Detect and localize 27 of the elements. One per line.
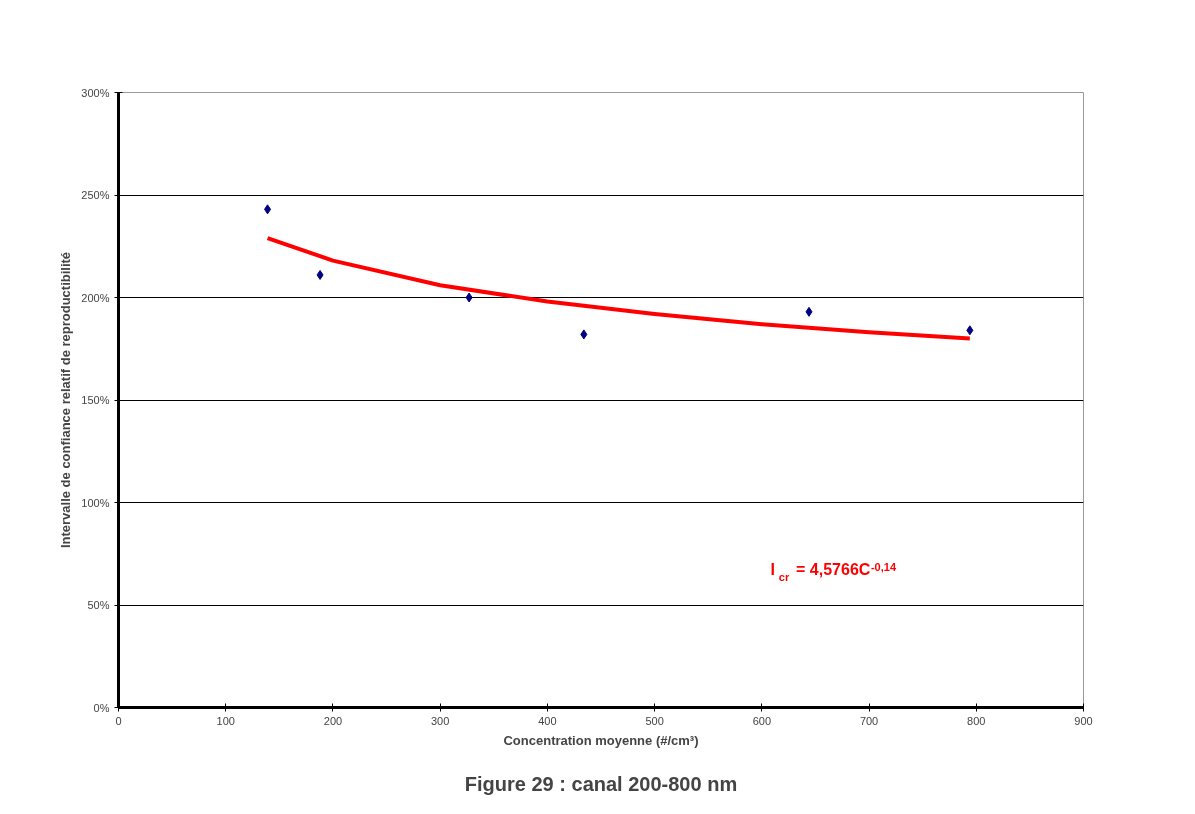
x-axis-title: Concentration moyenne (#/cm³) [503, 732, 699, 748]
y-tick-label: 250% [81, 189, 110, 201]
y-axis-title: Intervalle de confiance relatif de reproductibilité [58, 251, 74, 549]
caption: Figure 29 : canal 200-800 nm [464, 772, 738, 795]
x-tick-label: 100 [216, 714, 235, 727]
x-tick-label: 200 [323, 714, 343, 727]
y-tick-label: 0% [93, 701, 110, 714]
y-tick-label: 50% [87, 599, 110, 611]
x-tick-label: 400 [538, 714, 557, 727]
point [805, 306, 813, 317]
x-tick-label: 500 [645, 714, 664, 727]
x-tick-label: 0 [115, 714, 122, 727]
point [264, 204, 272, 215]
y-tick-label: 100% [81, 496, 110, 509]
x-tick-label: 700 [859, 714, 879, 727]
line-series [265, 236, 972, 341]
x-tick-label: 600 [752, 714, 772, 727]
point [580, 329, 588, 340]
point [465, 292, 473, 303]
x-tick-label: 300 [430, 714, 450, 727]
x-tick-label: 800 [967, 714, 986, 727]
point [966, 325, 974, 336]
y-tick-label: 150% [81, 394, 110, 406]
y-tick-label: 300% [81, 86, 110, 99]
y-tick-label: 200% [81, 291, 110, 304]
point [316, 269, 324, 280]
x-tick-label: 900 [1074, 714, 1093, 727]
